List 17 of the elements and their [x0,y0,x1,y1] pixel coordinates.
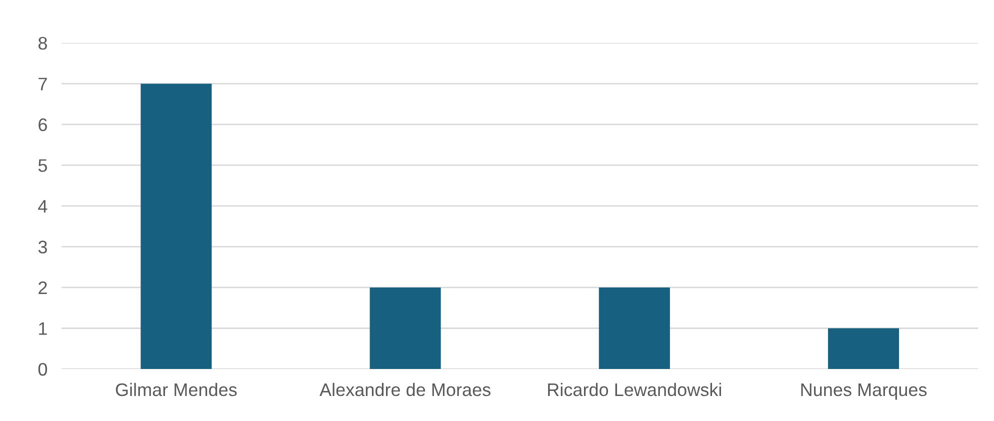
x-tick-label: Alexandre de Moraes [320,382,490,396]
y-tick-label: 6 [38,118,47,132]
y-tick-label: 3 [38,240,47,254]
bar [370,287,441,370]
y-tick-label: 2 [38,281,47,294]
bar [828,328,900,370]
y-tick-label: 0 [38,362,48,376]
bar [140,84,212,370]
y-tick-label: 8 [38,36,47,50]
y-tick-label: 5 [38,159,47,172]
x-tick-label: Ricardo Lewandowski [548,382,722,396]
y-tick-label: 4 [38,200,48,213]
x-tick-label: Gilmar Mendes [116,382,237,396]
bar [598,287,670,370]
y-tick-label: 7 [38,78,47,90]
y-tick-label: 1 [39,322,47,335]
x-tick-label: Nunes Marques [801,384,927,400]
